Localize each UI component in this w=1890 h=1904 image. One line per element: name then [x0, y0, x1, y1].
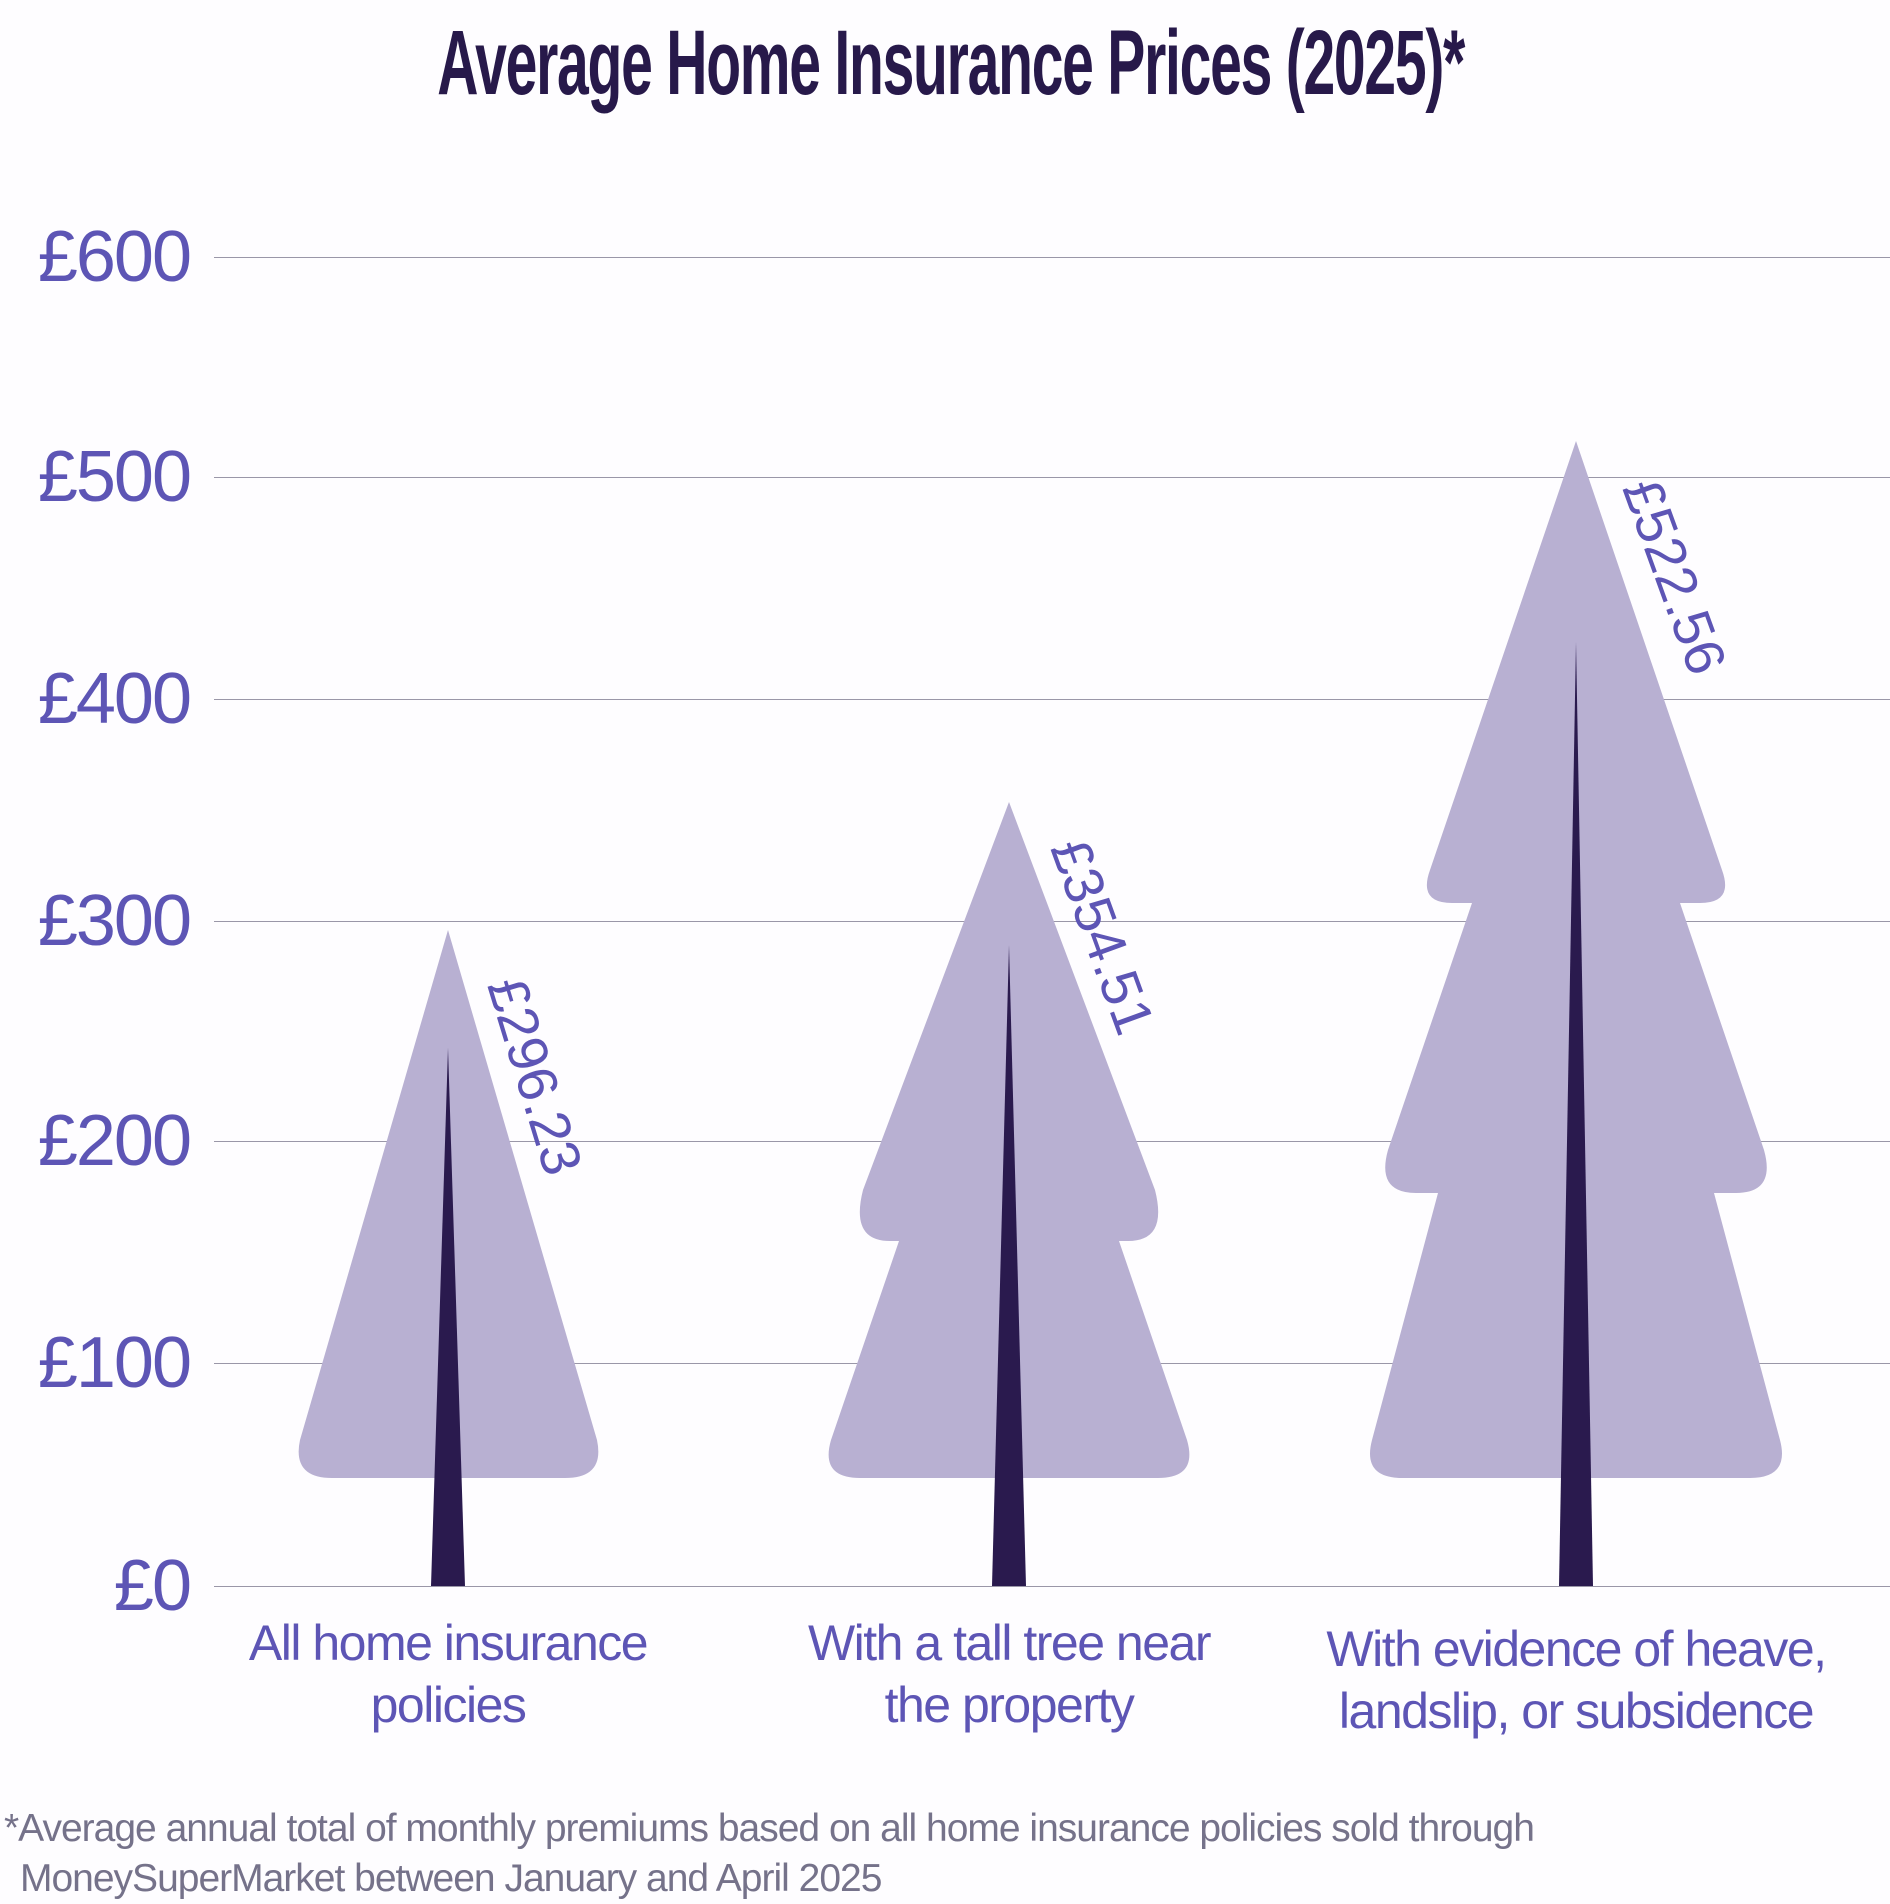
- y-tick-label-500: £500: [37, 437, 192, 517]
- x-label-line2: the property: [884, 1677, 1135, 1733]
- tree-trunk: [431, 1048, 465, 1586]
- gridline-600: [214, 257, 1890, 258]
- y-tick-label-200: £200: [37, 1101, 192, 1181]
- y-tick-label-100: £100: [37, 1323, 192, 1403]
- tree-trunk: [1559, 642, 1593, 1586]
- footnote-line1: *Average annual total of monthly premium…: [4, 1807, 1535, 1850]
- x-label-all-policies: All home insurance policies: [198, 1612, 698, 1736]
- y-tick-label-300: £300: [37, 881, 192, 961]
- chart-title: Average Home Insurance Prices (2025)*: [437, 12, 1465, 114]
- tree-bar-tall-tree: £354.51: [828, 802, 1190, 1586]
- x-label-tall-tree: With a tall tree near the property: [759, 1612, 1259, 1736]
- x-label-subsidence: With evidence of heave, landslip, or sub…: [1296, 1618, 1856, 1742]
- gridline-0: [214, 1586, 1890, 1587]
- x-label-line2: policies: [370, 1677, 527, 1733]
- gridline-500: [214, 477, 1890, 478]
- tree-trunk: [992, 945, 1026, 1586]
- footnote: *Average annual total of monthly premium…: [4, 1804, 1884, 1904]
- tree-bar-all-policies: £296.23: [298, 930, 599, 1586]
- x-label-line1: With a tall tree near: [807, 1615, 1212, 1671]
- y-tick-label-600: £600: [37, 217, 192, 297]
- x-label-line1: All home insurance: [248, 1615, 649, 1671]
- y-tick-label-400: £400: [37, 659, 192, 739]
- y-tick-label-0: £0: [113, 1546, 192, 1626]
- footnote-line2: MoneySuperMarket between January and Apr…: [20, 1857, 882, 1900]
- gridline-400: [214, 699, 1890, 700]
- x-label-line1: With evidence of heave,: [1326, 1621, 1827, 1677]
- tree-bar-subsidence: £522.56: [1370, 441, 1782, 1586]
- x-label-line2: landslip, or subsidence: [1338, 1683, 1815, 1739]
